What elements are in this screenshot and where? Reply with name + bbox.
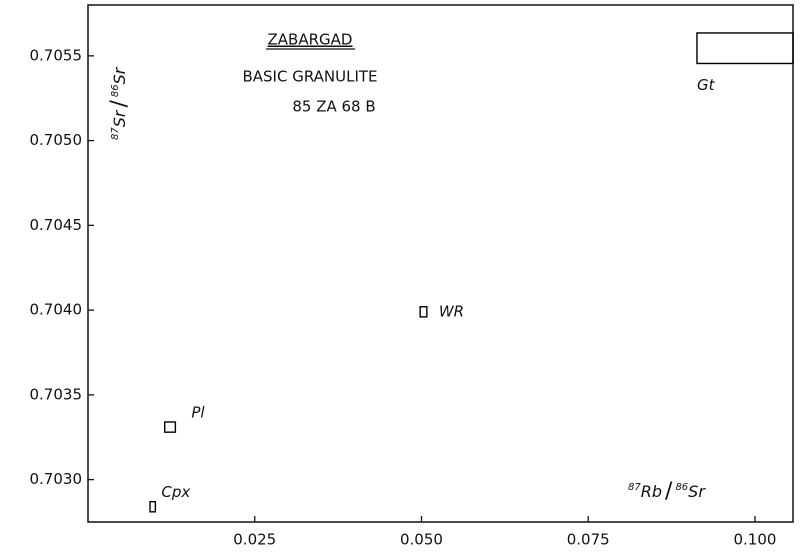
x-axis-label-part: Sr	[688, 482, 706, 501]
point-box	[149, 500, 157, 513]
y-tick-label: 0.7035	[30, 385, 83, 403]
point-label: Pl	[191, 404, 205, 422]
x-tick-label: 0.050	[400, 531, 443, 549]
y-axis-label-part: Sr	[110, 109, 129, 127]
y-axis-label: 87Sr/86Sr	[107, 66, 132, 140]
y-tick-label: 0.7030	[30, 470, 83, 488]
point-label: Gt	[697, 76, 716, 94]
y-axis-label-part: Sr	[110, 66, 129, 84]
x-axis-label: 87Rb/86Sr	[628, 479, 706, 504]
y-axis-label-part: /	[107, 100, 132, 108]
point-box	[164, 421, 177, 433]
y-tick-label: 0.7050	[30, 131, 83, 149]
point-box	[696, 32, 794, 65]
x-axis-label-part: 87	[628, 482, 641, 493]
y-tick-label: 0.7045	[30, 216, 83, 234]
x-tick-label: 0.100	[734, 531, 777, 549]
x-tick-label: 0.025	[233, 531, 276, 549]
y-axis-label-part: 86	[110, 84, 121, 97]
point-box	[419, 306, 428, 318]
point-label: Cpx	[161, 483, 190, 501]
y-tick-label: 0.7055	[30, 46, 83, 64]
sample-id: 85 ZA 68 B	[292, 98, 375, 116]
y-axis-label-part: 87	[110, 127, 121, 140]
x-axis-label-part: Rb	[641, 482, 662, 501]
x-axis-label-part: 86	[675, 482, 688, 493]
x-axis-label-part: /	[665, 479, 673, 504]
chart-title: ZABARGAD	[268, 31, 353, 49]
point-label: WR	[439, 302, 464, 320]
y-tick-label: 0.7040	[30, 301, 83, 319]
chart-subtitle: BASIC GRANULITE	[242, 68, 377, 86]
x-tick-label: 0.075	[567, 531, 610, 549]
plot-frame	[87, 4, 794, 523]
